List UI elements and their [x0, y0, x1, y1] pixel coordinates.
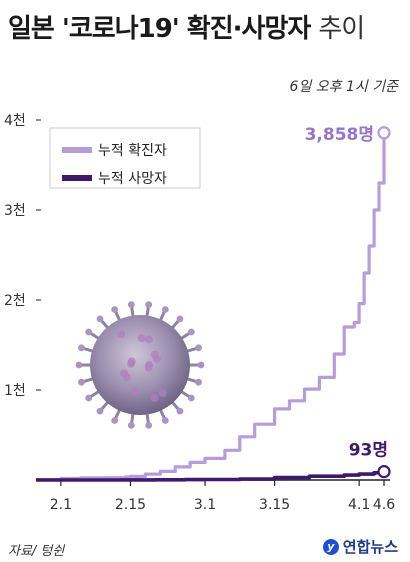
virus-spike-tip: [111, 306, 119, 313]
chart-title: 일본 '코로나19' 확진·사망자 추이: [8, 8, 365, 45]
chart-subtitle: 6일 오후 1시 기준: [289, 79, 398, 95]
virus-spot: [144, 335, 153, 344]
y-tick-label: 4천: [4, 113, 26, 129]
x-tick-label: 3.1: [194, 497, 216, 513]
virus-spike-tip: [75, 361, 83, 369]
virus-spot: [130, 387, 139, 396]
virus-spike-tip: [187, 328, 195, 336]
title-suffix: 추이: [318, 14, 365, 44]
virus-spike-tip: [195, 378, 202, 386]
confirmed-line: [36, 132, 386, 482]
virus-spot: [117, 330, 126, 339]
yonhap-logo: y 연합뉴스: [322, 536, 398, 557]
x-tick-label: 2.1: [50, 497, 72, 513]
deaths-line: [36, 471, 386, 482]
y-tick-label: 1천: [4, 383, 26, 399]
virus-spot: [150, 393, 159, 402]
x-tick-label: 3.15: [259, 497, 290, 513]
virus-spike-tip: [145, 421, 153, 429]
virus-spike-tip: [161, 306, 169, 313]
source-note: 자료/ 텅쉰: [8, 544, 65, 559]
legend-label: 누적 확진자: [98, 143, 167, 159]
virus-spot: [144, 363, 153, 372]
virus-spike-tip: [85, 394, 93, 402]
confirmed-end-marker: [377, 126, 391, 140]
virus-spike-tip: [176, 407, 184, 415]
x-tick-label: 4.6: [373, 497, 395, 513]
x-axis: 2.1 2.15 3.1 3.15 4.1 4.6: [36, 479, 395, 513]
yonhap-logo-icon: y: [322, 538, 339, 555]
virus-spike-tip: [127, 301, 135, 309]
series-layer: [36, 126, 391, 482]
virus-spot: [158, 388, 167, 397]
virus-illustration: [75, 301, 205, 429]
virus-spike-tip: [187, 394, 195, 402]
virus-body: [90, 315, 190, 415]
virus-spike-tip: [85, 328, 93, 336]
virus-spot: [137, 334, 146, 343]
virus-spike-tip: [78, 378, 85, 386]
deaths-end-marker: [377, 465, 391, 479]
virus-spike-tip: [161, 417, 169, 424]
title-main: 일본 '코로나19' 확진·사망자: [8, 14, 311, 44]
confirmed-end-label: 3,858명: [305, 125, 374, 145]
virus-spike-tip: [96, 315, 104, 323]
x-tick-label: 2.15: [115, 497, 146, 513]
virus-spike-tip: [176, 315, 184, 323]
virus-spot: [152, 354, 161, 363]
virus-spike-tip: [145, 301, 153, 309]
virus-spike-tip: [96, 407, 104, 415]
deaths-end-label: 93명: [349, 441, 388, 461]
virus-spike-tip: [111, 417, 119, 424]
virus-spike-tip: [197, 361, 205, 369]
annotations: 3,858명 93명: [305, 125, 388, 461]
virus-spot: [120, 369, 129, 378]
y-tick-label: 3천: [4, 203, 26, 219]
virus-spike-tip: [78, 344, 85, 352]
virus-spike-tip: [127, 421, 135, 429]
virus-spike-tip: [195, 344, 202, 352]
brand-name: 연합뉴스: [342, 538, 398, 556]
y-tick-label: 2천: [4, 293, 26, 309]
y-axis: 1천 2천 3천 4천: [4, 113, 41, 399]
virus-spot: [127, 357, 136, 366]
x-tick-label: 4.1: [348, 497, 370, 513]
legend-label: 누적 사망자: [98, 171, 167, 187]
